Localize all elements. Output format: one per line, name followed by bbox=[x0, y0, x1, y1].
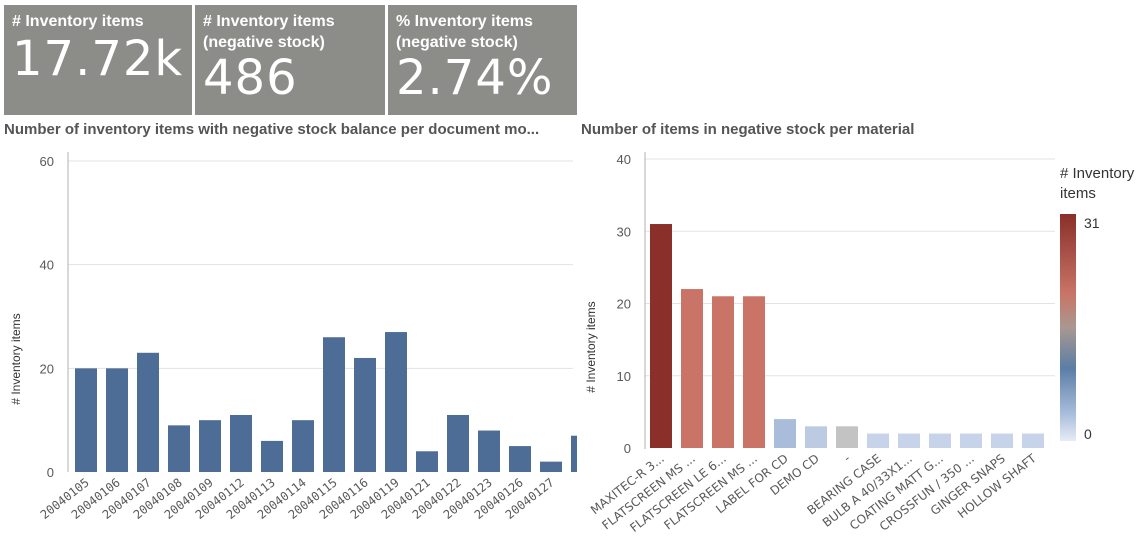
kpi-total-items: # Inventory items 17.72k bbox=[4, 5, 192, 115]
bar[interactable] bbox=[168, 425, 190, 472]
legend-title-line1: # Inventory bbox=[1060, 165, 1135, 182]
bar[interactable] bbox=[354, 357, 376, 472]
kpi-negative-items: # Inventory items (negative stock) 486 bbox=[195, 5, 385, 115]
bar[interactable] bbox=[571, 435, 577, 472]
kpi-value: 486 bbox=[203, 50, 298, 106]
bar[interactable] bbox=[991, 433, 1013, 448]
y-tick-label: 30 bbox=[617, 224, 631, 239]
bar[interactable] bbox=[836, 426, 858, 448]
kpi-value: 2.74% bbox=[396, 50, 554, 106]
bars bbox=[650, 224, 1044, 448]
y-tick-labels: 0 20 40 60 bbox=[40, 154, 54, 480]
bar[interactable] bbox=[1022, 433, 1044, 448]
bar[interactable] bbox=[960, 433, 982, 448]
bar[interactable] bbox=[743, 296, 765, 448]
bar[interactable] bbox=[929, 433, 951, 448]
kpi-negative-percent: % Inventory items (negative stock) 2.74% bbox=[388, 5, 577, 115]
kpi-value: 17.72k bbox=[12, 31, 184, 87]
bar[interactable] bbox=[681, 289, 703, 448]
bar[interactable] bbox=[478, 430, 500, 472]
y-tick-label: 40 bbox=[40, 258, 54, 273]
bar[interactable] bbox=[323, 337, 345, 472]
kpi-label: % Inventory items bbox=[396, 13, 533, 30]
bar-chart-by-document-month: 0 20 40 60 # Inventory items 20040105200401… bbox=[9, 152, 577, 522]
x-tick-labels: 2004010520040106200401072004010820040109… bbox=[38, 475, 557, 522]
kpi-label-sub: (negative stock) bbox=[203, 34, 325, 51]
y-axis-label: # Inventory items bbox=[584, 301, 598, 392]
y-tick-label: 60 bbox=[40, 154, 54, 169]
chart-title-by-material: Number of items in negative stock per ma… bbox=[581, 121, 915, 138]
bar[interactable] bbox=[106, 368, 128, 472]
bar[interactable] bbox=[805, 426, 827, 448]
bar[interactable] bbox=[898, 433, 920, 448]
y-tick-label: 40 bbox=[617, 152, 631, 167]
bar[interactable] bbox=[199, 420, 221, 472]
chart-title-by-document-month: Number of inventory items with negative … bbox=[4, 121, 540, 138]
bar[interactable] bbox=[774, 419, 796, 448]
bar[interactable] bbox=[137, 352, 159, 472]
y-tick-label: 20 bbox=[40, 361, 54, 376]
y-tick-labels: 0 10 20 30 40 bbox=[617, 152, 631, 456]
bar[interactable] bbox=[447, 414, 469, 472]
y-gridlines bbox=[645, 158, 1055, 377]
bar[interactable] bbox=[867, 433, 889, 448]
bar[interactable] bbox=[509, 446, 531, 472]
y-tick-label: 0 bbox=[47, 465, 54, 480]
y-gridlines bbox=[68, 160, 573, 369]
kpi-label: # Inventory items bbox=[12, 13, 144, 30]
bar[interactable] bbox=[230, 414, 252, 472]
x-tick-labels: MAXITEC-R 3...FLATSCREEN MS ...FLATSCREE… bbox=[588, 451, 1039, 535]
bar[interactable] bbox=[416, 451, 438, 472]
bar[interactable] bbox=[292, 420, 314, 472]
bar[interactable] bbox=[261, 440, 283, 472]
bar[interactable] bbox=[385, 332, 407, 472]
legend-gradient-bar bbox=[1060, 214, 1076, 441]
y-tick-label: 0 bbox=[624, 441, 631, 456]
bar-chart-by-material: 0 10 20 30 40 # Inventory items MAXITEC-R 3.… bbox=[584, 152, 1055, 535]
y-tick-label: 10 bbox=[617, 369, 631, 384]
y-tick-label: 20 bbox=[617, 297, 631, 312]
legend-title: # Inventory items bbox=[1060, 164, 1134, 204]
bar[interactable] bbox=[540, 461, 562, 472]
legend-min-label: 0 bbox=[1084, 426, 1092, 442]
bars bbox=[75, 332, 577, 472]
bar[interactable] bbox=[75, 368, 97, 472]
bar[interactable] bbox=[712, 296, 734, 448]
y-axis-label: # Inventory items bbox=[9, 313, 23, 404]
bar[interactable] bbox=[650, 224, 672, 448]
x-tick-label: - bbox=[841, 451, 853, 465]
kpi-label-sub: (negative stock) bbox=[396, 34, 518, 51]
legend-title-line2: items bbox=[1060, 185, 1096, 202]
legend-max-label: 31 bbox=[1084, 215, 1100, 231]
kpi-label: # Inventory items bbox=[203, 13, 335, 30]
